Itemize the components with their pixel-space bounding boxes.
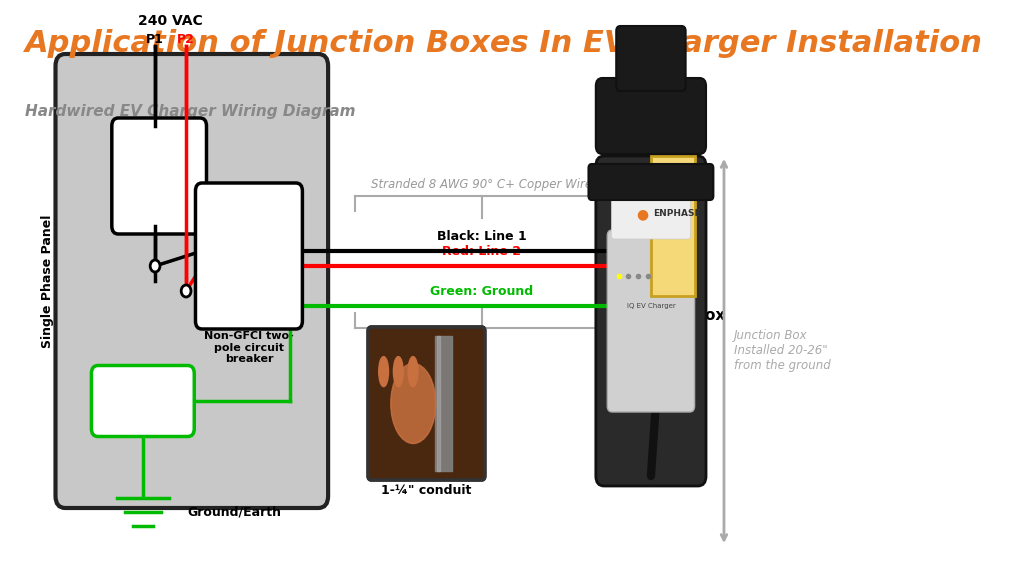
Text: Single Phase Panel: Single Phase Panel xyxy=(41,214,54,348)
Ellipse shape xyxy=(379,357,388,386)
FancyBboxPatch shape xyxy=(596,156,706,486)
Text: P1: P1 xyxy=(146,33,164,46)
FancyBboxPatch shape xyxy=(596,78,706,154)
Circle shape xyxy=(151,260,160,272)
Text: Red: Line 2: Red: Line 2 xyxy=(442,245,521,258)
Text: Green: Ground: Green: Ground xyxy=(430,285,534,298)
FancyBboxPatch shape xyxy=(611,193,690,239)
Text: Ground Bus: Ground Bus xyxy=(102,395,183,407)
Text: 50Amps
Dedicated
dual-pole
breaker: 50Amps Dedicated dual-pole breaker xyxy=(217,234,281,278)
Text: Application of Junction Boxes In EV Charger Installation: Application of Junction Boxes In EV Char… xyxy=(25,29,983,58)
Text: P2: P2 xyxy=(177,33,195,46)
FancyBboxPatch shape xyxy=(589,164,714,200)
Bar xyxy=(650,156,695,296)
FancyBboxPatch shape xyxy=(112,118,207,234)
FancyBboxPatch shape xyxy=(607,230,694,412)
Text: Black: Line 1: Black: Line 1 xyxy=(436,230,526,243)
Text: Hardwired EV Charger Wiring Diagram: Hardwired EV Charger Wiring Diagram xyxy=(25,104,355,119)
Text: Main
Breaker: Main Breaker xyxy=(128,161,190,191)
FancyBboxPatch shape xyxy=(55,54,328,508)
Text: Stranded 8 AWG 90° C+ Copper Wire: Stranded 8 AWG 90° C+ Copper Wire xyxy=(371,178,592,191)
Text: Ground/Earth: Ground/Earth xyxy=(187,506,282,518)
FancyBboxPatch shape xyxy=(368,327,484,480)
Text: 1-¼" conduit: 1-¼" conduit xyxy=(381,484,472,497)
Text: 240 VAC: 240 VAC xyxy=(138,14,203,28)
Ellipse shape xyxy=(409,357,418,386)
Text: ●: ● xyxy=(636,207,648,221)
Text: Non-GFCI two-
pole circuit
breaker: Non-GFCI two- pole circuit breaker xyxy=(204,331,294,364)
FancyBboxPatch shape xyxy=(616,26,686,91)
FancyBboxPatch shape xyxy=(91,366,195,437)
Circle shape xyxy=(181,285,191,297)
Text: ENPHASE: ENPHASE xyxy=(653,210,700,218)
Text: Junction Box
Installed 20-26"
from the ground: Junction Box Installed 20-26" from the g… xyxy=(734,329,830,373)
Ellipse shape xyxy=(391,363,435,444)
Text: IQ EV Charger: IQ EV Charger xyxy=(627,303,675,309)
FancyBboxPatch shape xyxy=(196,183,302,329)
Ellipse shape xyxy=(393,357,403,386)
Text: Junction Box: Junction Box xyxy=(620,308,727,323)
